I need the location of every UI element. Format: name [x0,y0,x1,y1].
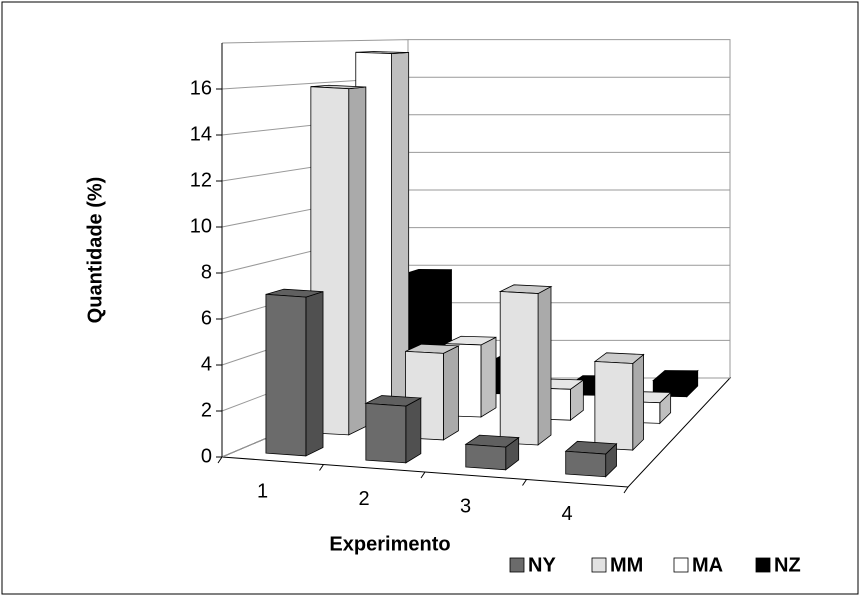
bar-side [480,336,497,418]
bar-side [405,397,422,464]
legend-swatch [509,557,525,573]
bar [364,395,423,464]
legend-swatch [591,557,607,573]
legend-label: MA [692,554,723,576]
bar-front [565,450,607,478]
bar [498,284,553,446]
x-tick [522,479,527,486]
bar-side [632,353,644,452]
y-tick-label: 0 [201,445,212,467]
x-tick [319,464,324,471]
x-tick-label: 2 [359,488,370,510]
bar-front [594,361,634,451]
y-tick-label: 12 [190,169,212,191]
x-tick-label: 3 [460,495,471,517]
y-tick-label: 8 [201,261,212,283]
y-tick-label: 2 [201,399,212,421]
bar-side [305,291,324,457]
y-tick-label: 10 [190,215,212,237]
y-tick-label: 14 [190,123,212,145]
x-tick [623,486,629,494]
y-tick-label: 6 [201,307,212,329]
legend-label: NZ [774,554,801,576]
bar [564,440,618,478]
bar-front [265,293,307,457]
bar-front [465,443,507,471]
bar-side [442,345,459,441]
x-tick [420,471,426,479]
legend-swatch [673,557,689,573]
bar [593,352,645,452]
bar [265,288,324,457]
bar-side [348,86,367,436]
bar-side [537,285,552,446]
x-tick-label: 4 [562,503,573,525]
legend-swatch [755,557,771,573]
x-tick [217,456,223,464]
x-tick-label: 1 [257,480,268,502]
legend-label: MM [610,554,643,576]
y-tick-label: 16 [190,77,212,99]
bar [464,434,520,471]
bar-front [365,402,407,464]
bar-front [499,291,539,446]
y-axis-title: Quantidade (%) [84,177,106,324]
y-tick-label: 4 [201,353,212,375]
legend-label: NY [528,554,556,576]
x-axis-title: Experimento [329,533,450,555]
